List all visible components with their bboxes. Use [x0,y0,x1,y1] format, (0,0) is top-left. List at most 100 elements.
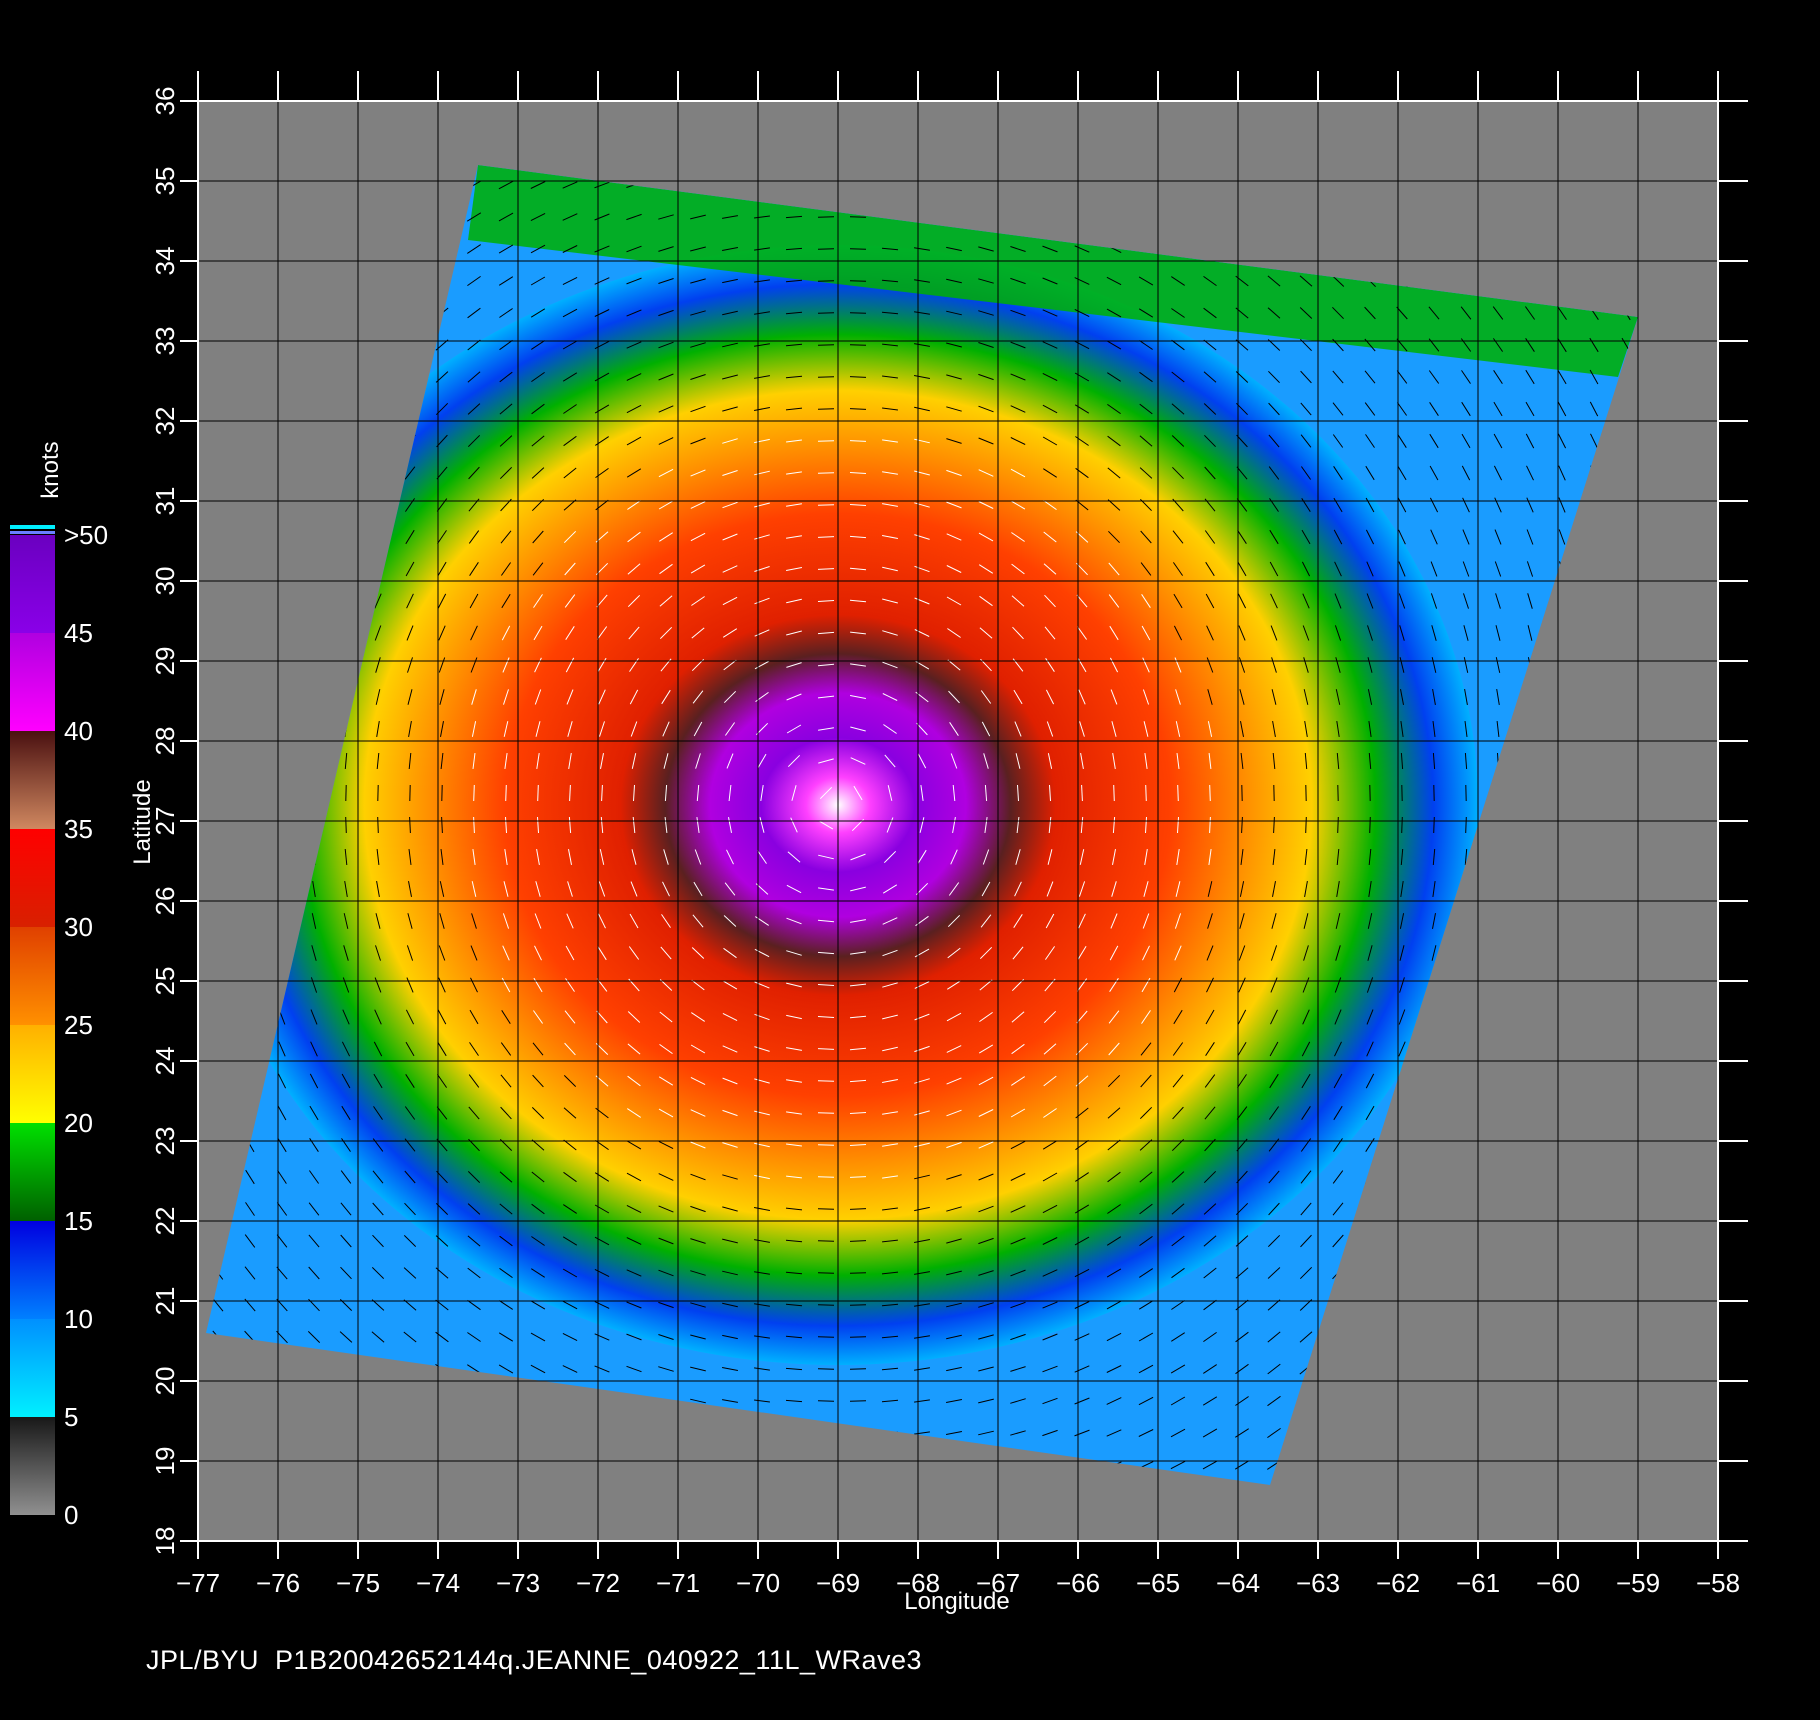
wind-barb [626,1237,642,1245]
wind-barb [310,1041,318,1057]
wind-barb [1237,1041,1247,1057]
wind-barb [978,373,994,381]
wind-barb [1336,752,1340,770]
wind-barb [1206,977,1214,993]
wind-barb [1270,945,1278,961]
wind-barb [722,501,738,509]
wind-barb [344,881,348,897]
wind-barb [1334,561,1342,577]
wind-barb [1432,913,1436,929]
wind-barb [1010,1237,1026,1245]
wind-barb [726,753,734,769]
wind-barb [472,753,476,769]
wind-barb [917,849,927,865]
wind-barb [440,752,444,770]
wind-barb [658,1366,674,1372]
wind-barb [1077,945,1087,961]
wind-barb [533,594,543,608]
wind-barb [1239,913,1245,929]
wind-barb [946,1077,962,1085]
wind-barb [850,757,866,765]
wind-barb [728,817,732,833]
wind-barb [1525,401,1535,417]
wind-barb [946,596,962,606]
wind-barb [1175,721,1181,737]
wind-barb [532,530,544,544]
wind-barb [786,1143,802,1147]
wind-barb [1109,625,1119,641]
wind-barb [1203,1170,1217,1184]
wind-barb [531,1171,545,1183]
wind-barb [1463,657,1469,673]
wind-barb [407,657,413,673]
wind-barb [1174,657,1182,673]
wind-barb [1010,246,1026,252]
wind-barb [1367,689,1373,705]
wind-barb [341,1105,351,1121]
wind-barb [1015,753,1021,769]
wind-barb [530,244,546,254]
wind-barb [690,1141,706,1149]
wind-barb [1334,625,1342,641]
wind-barb [1398,1009,1406,1025]
wind-barb [1042,1397,1058,1405]
wind-barb [692,690,704,704]
wind-barb [1015,849,1021,865]
wind-barb [467,1235,481,1247]
wind-barb [1432,881,1436,897]
wind-barb [1138,1429,1154,1437]
wind-barb [690,214,706,220]
wind-barb [1272,881,1276,897]
wind-barb [339,1331,353,1343]
wind-barb [1238,977,1246,993]
wind-barb [499,339,513,351]
wind-barb [1207,913,1213,929]
wind-barb [600,753,604,769]
wind-barb [754,311,770,315]
wind-barb [568,849,572,865]
wind-barb [375,657,381,673]
wind-barb [1173,593,1183,609]
wind-barb [849,408,867,410]
wind-barb [471,881,477,897]
wind-barb [467,1364,481,1374]
wind-barb [817,1144,835,1146]
wind-barb [754,1239,770,1243]
wind-barb [1334,1009,1342,1025]
wind-barb [1332,306,1344,320]
wind-barb [407,689,413,705]
wind-barb [849,440,867,442]
wind-barb [1205,561,1215,577]
wind-barb [626,436,642,446]
wind-barb [1203,275,1217,287]
wind-barb [277,1105,287,1121]
wind-barb [1367,945,1373,961]
wind-barb [1429,465,1439,481]
wind-barb [564,1010,576,1024]
wind-barb [500,562,512,576]
wind-barb [532,1010,544,1024]
wind-barb [1074,1236,1090,1246]
wind-barb [1431,625,1437,641]
x-tick-label: −68 [896,1568,940,1598]
wind-barb [626,468,642,478]
wind-barb [1044,594,1056,608]
wind-barb [1240,721,1244,737]
wind-barb [1332,434,1344,448]
wind-barb [978,1141,994,1149]
wind-barb [1042,1140,1058,1150]
wind-barb [345,816,347,834]
wind-barb [1332,1202,1344,1216]
wind-barb [1174,913,1182,929]
wind-barb [978,405,994,413]
wind-barb [1139,1106,1153,1120]
wind-barb [978,469,994,477]
wind-barb [530,1364,546,1374]
wind-barb [1042,1365,1058,1373]
wind-barb [1171,1203,1185,1215]
wind-barb [849,504,867,506]
wind-barb [1300,1234,1312,1248]
wind-barb [1270,593,1278,609]
wind-barb [849,280,867,282]
wind-barb [1237,530,1247,544]
